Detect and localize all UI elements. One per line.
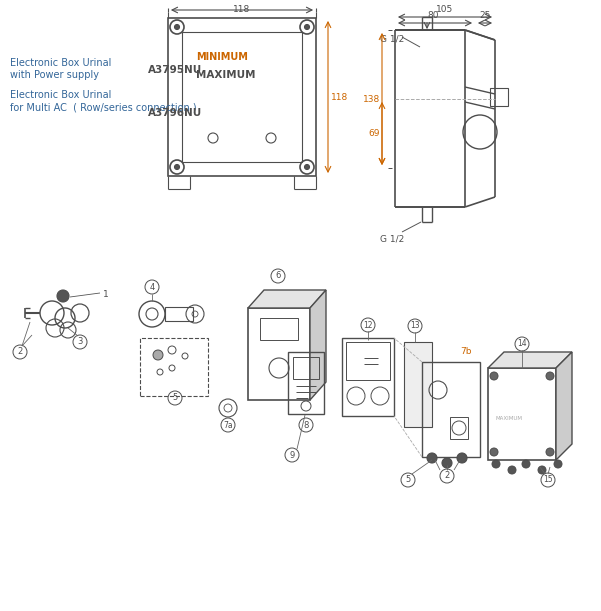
Text: Electronic Box Urinal: Electronic Box Urinal [10, 90, 111, 100]
Bar [488, 368, 556, 460]
Text: 12: 12 [363, 321, 373, 329]
Text: 3: 3 [78, 337, 83, 346]
Bar [248, 308, 310, 400]
Circle shape [490, 372, 498, 380]
Bar [490, 88, 508, 106]
Circle shape [174, 24, 180, 29]
Circle shape [508, 466, 516, 474]
Text: for Multi AC  ( Row/series connection ): for Multi AC ( Row/series connection ) [10, 102, 197, 112]
Circle shape [538, 466, 546, 474]
Circle shape [427, 453, 437, 463]
Text: 6: 6 [275, 271, 281, 280]
Circle shape [153, 350, 163, 360]
Bar [404, 342, 432, 427]
Text: 80: 80 [427, 11, 439, 20]
Bar [260, 318, 298, 340]
Polygon shape [556, 352, 572, 460]
Circle shape [490, 448, 498, 456]
Text: 1: 1 [103, 290, 109, 299]
Text: 14: 14 [517, 340, 527, 348]
Text: 5: 5 [406, 475, 410, 485]
Text: G 1/2: G 1/2 [380, 34, 404, 43]
Text: 105: 105 [436, 5, 454, 14]
Text: 15: 15 [543, 475, 553, 485]
Circle shape [546, 448, 554, 456]
Text: 4: 4 [150, 282, 154, 291]
Bar [288, 352, 324, 414]
Text: MINIMUM: MINIMUM [196, 52, 248, 62]
Circle shape [57, 290, 69, 302]
Circle shape [442, 458, 452, 468]
Text: 118: 118 [233, 5, 251, 14]
Circle shape [174, 164, 180, 169]
Text: 2: 2 [17, 348, 23, 356]
Text: MAXIMUM: MAXIMUM [496, 416, 523, 421]
Text: 7a: 7a [223, 420, 233, 430]
Polygon shape [488, 352, 572, 368]
Text: Electronic Box Urinal: Electronic Box Urinal [10, 58, 111, 68]
Bar [168, 18, 316, 176]
Text: 69: 69 [368, 128, 380, 137]
Text: A3796NU: A3796NU [148, 108, 203, 118]
Text: 138: 138 [363, 95, 380, 103]
Bar [422, 362, 480, 457]
Bar [346, 342, 390, 380]
Text: 13: 13 [410, 321, 420, 331]
Circle shape [522, 460, 530, 468]
Text: MAXIMUM: MAXIMUM [196, 70, 255, 80]
Circle shape [546, 372, 554, 380]
Text: 9: 9 [289, 450, 294, 459]
Text: A3795NU: A3795NU [148, 65, 203, 75]
Circle shape [457, 453, 467, 463]
Text: 8: 8 [304, 420, 309, 430]
Circle shape [554, 460, 562, 468]
Bar [342, 338, 394, 416]
Text: 5: 5 [172, 393, 178, 403]
Text: 7b: 7b [460, 348, 472, 356]
Bar [140, 338, 208, 396]
Text: 2: 2 [444, 472, 450, 480]
Bar [450, 417, 468, 439]
Bar [182, 32, 302, 162]
Bar [165, 307, 193, 321]
Text: 118: 118 [331, 92, 348, 101]
Text: G 1/2: G 1/2 [380, 234, 404, 243]
Polygon shape [310, 290, 326, 400]
Text: 25: 25 [480, 11, 490, 20]
Circle shape [305, 24, 310, 29]
Text: with Power supply: with Power supply [10, 70, 99, 80]
Circle shape [492, 460, 500, 468]
Polygon shape [248, 290, 326, 308]
Circle shape [305, 164, 310, 169]
Bar [293, 357, 319, 379]
